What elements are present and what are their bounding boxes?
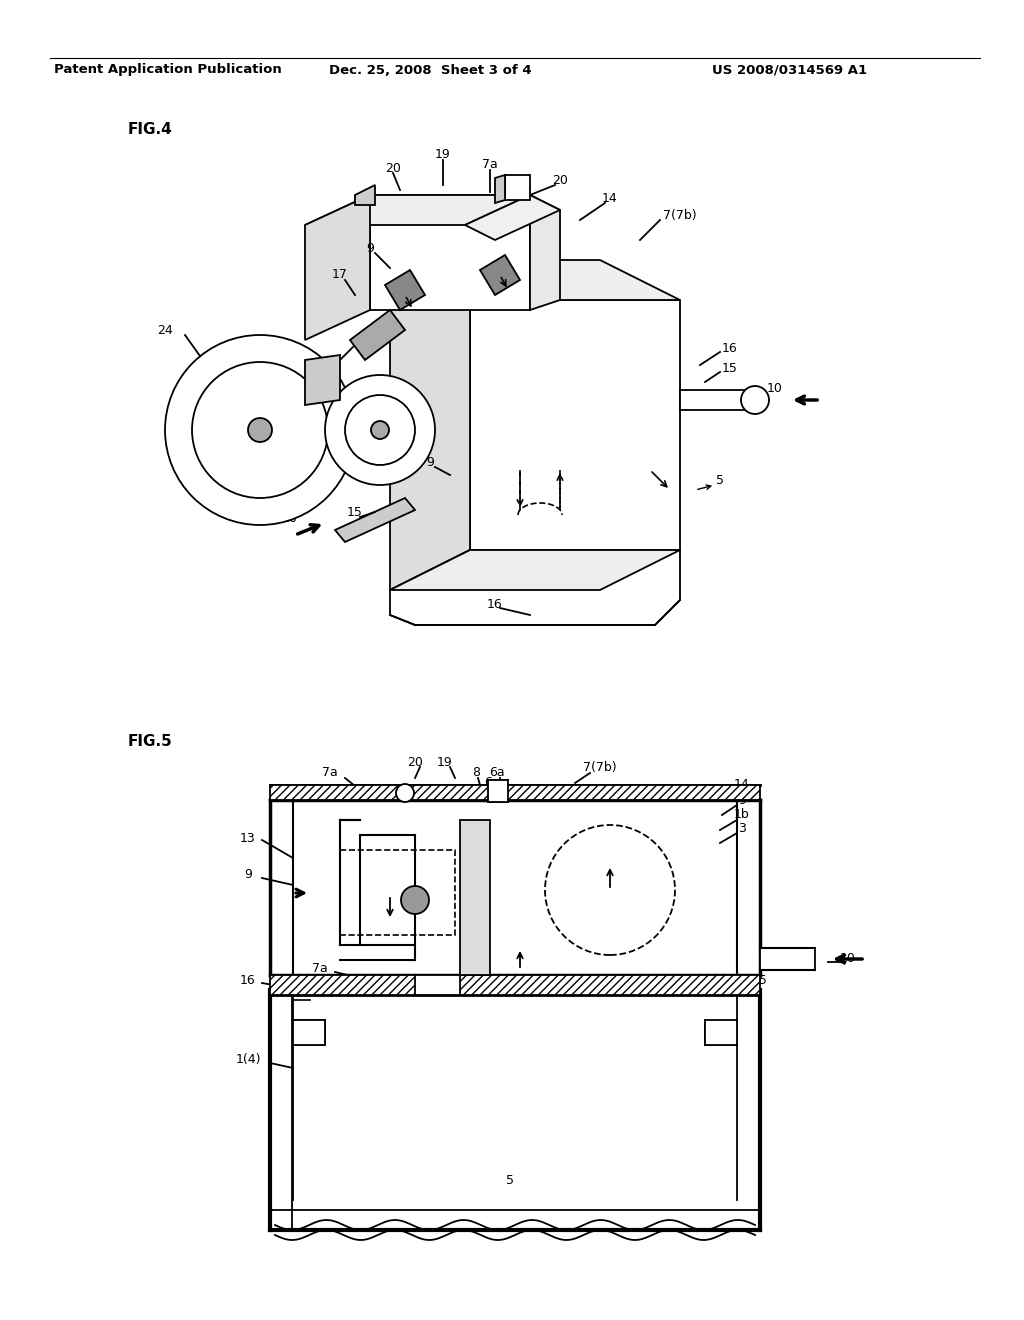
Text: 5: 5 <box>506 1173 514 1187</box>
Text: 14: 14 <box>602 191 617 205</box>
Polygon shape <box>370 195 530 310</box>
Polygon shape <box>680 389 755 411</box>
Text: 7a: 7a <box>323 767 338 780</box>
Text: 20: 20 <box>385 161 401 174</box>
Text: 10: 10 <box>282 511 298 524</box>
Polygon shape <box>488 780 508 803</box>
Text: 19: 19 <box>437 755 453 768</box>
Text: 15: 15 <box>752 974 768 986</box>
Polygon shape <box>465 195 560 240</box>
Polygon shape <box>350 310 406 360</box>
Polygon shape <box>505 176 530 201</box>
Text: 9: 9 <box>426 455 434 469</box>
Text: 16: 16 <box>240 974 256 986</box>
Text: 7(7b): 7(7b) <box>584 762 616 775</box>
Polygon shape <box>390 550 680 624</box>
Text: 1(4): 1(4) <box>236 1053 261 1067</box>
Text: 14: 14 <box>734 779 750 792</box>
Polygon shape <box>305 195 370 341</box>
Text: 20: 20 <box>552 173 568 186</box>
Text: Patent Application Publication: Patent Application Publication <box>54 63 282 77</box>
Polygon shape <box>355 185 375 205</box>
Circle shape <box>396 784 414 803</box>
Text: 15: 15 <box>722 362 738 375</box>
Text: 12: 12 <box>422 974 438 986</box>
Text: 5: 5 <box>716 474 724 487</box>
Text: 8: 8 <box>472 767 480 780</box>
Text: 19: 19 <box>435 149 451 161</box>
Polygon shape <box>760 948 815 970</box>
Polygon shape <box>530 195 560 310</box>
Text: 3a: 3a <box>502 983 518 997</box>
Text: 16: 16 <box>487 598 503 611</box>
Circle shape <box>345 395 415 465</box>
Polygon shape <box>270 990 760 1230</box>
Text: 10: 10 <box>840 952 856 965</box>
Text: 18: 18 <box>210 444 226 457</box>
Text: 15: 15 <box>347 506 362 519</box>
Text: 16: 16 <box>722 342 738 355</box>
Circle shape <box>371 421 389 440</box>
Text: 9: 9 <box>738 793 745 807</box>
Text: 9: 9 <box>366 242 374 255</box>
Text: 6a: 6a <box>489 767 505 780</box>
Polygon shape <box>390 550 680 590</box>
Polygon shape <box>293 1020 325 1045</box>
Text: 1b: 1b <box>734 808 750 821</box>
Text: US 2008/0314569 A1: US 2008/0314569 A1 <box>713 63 867 77</box>
Text: 9: 9 <box>244 869 252 882</box>
Polygon shape <box>390 260 680 300</box>
Polygon shape <box>705 1020 737 1045</box>
Circle shape <box>401 886 429 913</box>
Text: 6: 6 <box>484 776 492 789</box>
Text: 26: 26 <box>332 454 348 466</box>
Circle shape <box>165 335 355 525</box>
Circle shape <box>248 418 272 442</box>
Text: FIG.4: FIG.4 <box>128 123 173 137</box>
Polygon shape <box>270 785 760 800</box>
Text: 20: 20 <box>408 755 423 768</box>
Polygon shape <box>385 271 425 310</box>
Polygon shape <box>470 300 680 550</box>
Text: 17: 17 <box>332 268 348 281</box>
Polygon shape <box>335 498 415 543</box>
Polygon shape <box>270 990 292 1230</box>
Text: 13: 13 <box>240 832 256 845</box>
Text: 7(7b): 7(7b) <box>664 209 696 222</box>
Text: 7a: 7a <box>312 961 328 974</box>
Text: FIG.5: FIG.5 <box>128 734 173 750</box>
Polygon shape <box>495 176 505 203</box>
Polygon shape <box>480 255 520 294</box>
Polygon shape <box>270 975 760 995</box>
Polygon shape <box>270 800 760 975</box>
Text: 12: 12 <box>360 455 376 469</box>
Text: 3: 3 <box>738 821 745 834</box>
Text: 23: 23 <box>387 455 402 469</box>
Polygon shape <box>460 820 490 975</box>
Text: 10: 10 <box>767 381 783 395</box>
Text: Dec. 25, 2008  Sheet 3 of 4: Dec. 25, 2008 Sheet 3 of 4 <box>329 63 531 77</box>
Circle shape <box>741 385 769 414</box>
Polygon shape <box>390 260 470 590</box>
Polygon shape <box>305 195 530 224</box>
Circle shape <box>325 375 435 484</box>
Text: 7a: 7a <box>482 158 498 172</box>
Polygon shape <box>415 975 460 995</box>
Text: 24: 24 <box>157 323 173 337</box>
Circle shape <box>193 362 328 498</box>
Polygon shape <box>305 355 340 405</box>
